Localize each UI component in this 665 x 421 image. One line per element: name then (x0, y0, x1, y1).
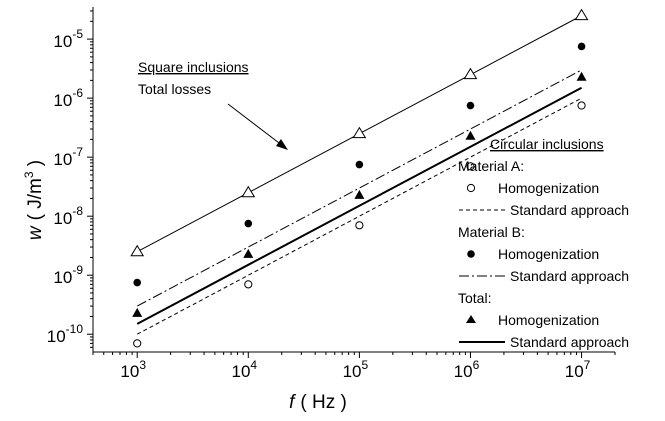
legend-b-standard: Standard approach (510, 268, 629, 284)
y-tick-label: 10-5 (53, 27, 83, 51)
filled-triangle-point (354, 189, 365, 199)
legend-group-total-label: Total: (458, 290, 491, 306)
filled-circle-point (355, 160, 364, 169)
series-line (136, 86, 583, 325)
open-triangle-point (574, 8, 589, 21)
legend-group-b-label: Material B: (458, 224, 525, 240)
axis-ticks: 103 104 105 106 107 10-10 10-9 10-8 10-7 10-6 10-5 (47, 10, 616, 381)
open-circle-point (466, 162, 475, 171)
open-triangle-point (463, 67, 478, 80)
y-tick-label: 10-6 (53, 86, 83, 110)
series-3 (133, 42, 586, 287)
filled-circle-point (244, 219, 253, 228)
open-triangle-point (352, 126, 367, 139)
x-tick-label: 107 (565, 358, 591, 381)
legend-open-circle-marker (466, 183, 476, 193)
filled-circle-point (133, 278, 142, 287)
x-tick-label: 105 (343, 358, 369, 381)
y-tick-label: 10-10 (47, 322, 84, 346)
legend-filled-circle-marker (467, 250, 475, 258)
series-line (136, 69, 582, 307)
legend: Circular inclusions Material A: Homogeni… (458, 136, 629, 350)
legend-filled-triangle-marker (466, 315, 476, 323)
filled-circle-point (577, 42, 586, 51)
series-4 (136, 69, 582, 307)
legend-total-homog: Homogenization (498, 312, 599, 328)
open-circle-point (133, 339, 142, 348)
annotation-arrow (227, 103, 288, 150)
y-tick-label: 10-8 (53, 204, 83, 228)
annotation-subtitle: Total losses (138, 81, 211, 97)
filled-triangle-point (243, 248, 254, 258)
legend-total-standard: Standard approach (510, 334, 629, 350)
x-tick-label: 106 (454, 358, 480, 381)
open-circle-point (355, 221, 364, 230)
filled-triangle-point (132, 307, 143, 317)
y-tick-label: 10-7 (53, 145, 83, 169)
legend-group-a-label: Material A: (458, 158, 524, 174)
series-1 (133, 101, 586, 348)
x-tick-label: 103 (120, 358, 146, 381)
open-triangle-point (241, 185, 256, 198)
filled-triangle-point (576, 71, 587, 81)
legend-a-standard: Standard approach (510, 202, 629, 218)
legend-b-homog: Homogenization (498, 246, 599, 262)
x-axis-title: f( Hz ) (289, 392, 347, 413)
annotation-title: Square inclusions (138, 59, 249, 75)
open-triangle-point (130, 244, 145, 257)
y-tick-label: 10-9 (53, 263, 83, 287)
y-axis-title: w( J/m3 ) (22, 160, 46, 240)
series-layer (130, 8, 589, 348)
filled-circle-point (466, 101, 475, 110)
legend-a-homog: Homogenization (498, 180, 599, 196)
filled-triangle-point (465, 130, 476, 140)
open-circle-point (244, 280, 253, 289)
legend-title: Circular inclusions (490, 136, 604, 152)
series-5 (132, 71, 587, 317)
series-6 (136, 86, 583, 325)
x-tick-label: 104 (231, 358, 257, 381)
series-0 (130, 8, 589, 257)
open-circle-point (577, 101, 586, 110)
